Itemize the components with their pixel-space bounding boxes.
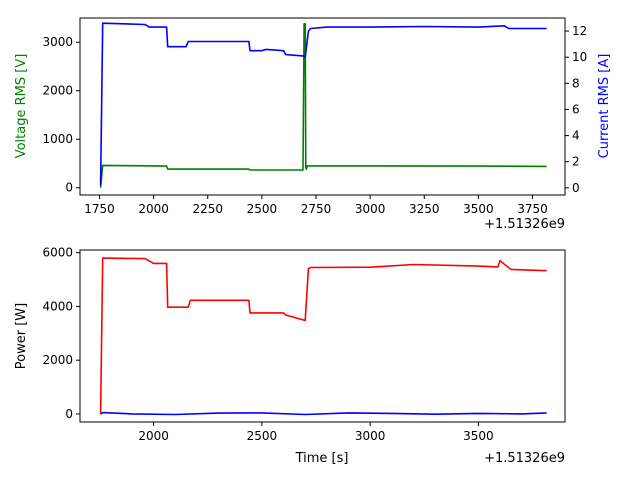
top-right-y-tick-label: 4 <box>572 129 580 143</box>
top-left-y-ticks: 0 1000 2000 3000 <box>42 35 80 195</box>
bottom-x-ticks: 2000 2500 3000 3500 <box>138 422 494 443</box>
top-plot-frame <box>79 17 566 196</box>
top-right-y-tick-label: 12 <box>572 24 587 38</box>
top-left-y-tick-label: 1000 <box>42 132 73 146</box>
top-x-tick-label: 2500 <box>247 202 278 216</box>
top-right-y-tick-label: 6 <box>572 102 580 116</box>
bottom-chart: 0 2000 4000 6000 2000 2500 3000 3500 Power [W]… <box>14 246 566 466</box>
bottom-x-tick-label: 2000 <box>138 429 169 443</box>
top-x-tick-label: 1750 <box>84 202 115 216</box>
top-x-tick-label: 3750 <box>517 202 548 216</box>
top-x-tick-label: 3000 <box>355 202 386 216</box>
bottom-offset-label: +1.51326e9 <box>484 451 565 466</box>
bottom-y-label: Power [W] <box>14 303 29 369</box>
bottom-x-tick-label: 3000 <box>355 429 386 443</box>
top-series <box>99 22 547 188</box>
top-right-y-tick-label: 0 <box>572 181 580 195</box>
current-rms-line <box>99 22 547 186</box>
top-x-tick-label: 2250 <box>192 202 223 216</box>
top-right-y-tick-label: 10 <box>572 50 587 64</box>
top-right-y-label: Current RMS [A] <box>597 54 612 159</box>
top-x-tick-label: 3250 <box>409 202 440 216</box>
bottom-series <box>99 257 547 416</box>
voltage-rms-line <box>99 22 547 188</box>
top-x-tick-label: 2000 <box>138 202 169 216</box>
bottom-y-tick-label: 0 <box>65 407 73 421</box>
top-offset-label: +1.51326e9 <box>484 217 565 232</box>
bottom-plot-frame <box>79 249 566 423</box>
top-x-tick-label: 3500 <box>463 202 494 216</box>
bottom-y-tick-label: 6000 <box>42 246 73 260</box>
top-x-tick-label: 2750 <box>301 202 332 216</box>
top-left-y-tick-label: 3000 <box>42 35 73 49</box>
top-chart: 0 1000 2000 3000 0 2 4 6 8 10 12 1750 2000 2250 2500… <box>14 17 612 232</box>
bottom-y-ticks: 0 2000 4000 6000 <box>42 246 80 421</box>
top-left-y-tick-label: 0 <box>65 181 73 195</box>
top-right-y-tick-label: 2 <box>572 155 580 169</box>
bottom-x-tick-label: 2500 <box>247 429 278 443</box>
top-x-ticks: 1750 2000 2250 2500 2750 3000 3250 3500 3750 <box>84 195 548 216</box>
bottom-x-tick-label: 3500 <box>463 429 494 443</box>
top-right-y-tick-label: 8 <box>572 76 580 90</box>
bottom-x-label: Time [s] <box>295 451 349 466</box>
power-blue-line <box>100 411 547 416</box>
top-left-y-label: Voltage RMS [V] <box>14 54 29 159</box>
power-red-line <box>99 257 547 414</box>
bottom-y-tick-label: 2000 <box>42 353 73 367</box>
bottom-y-tick-label: 4000 <box>42 299 73 313</box>
top-right-y-ticks: 0 2 4 6 8 10 12 <box>565 24 587 195</box>
top-left-y-tick-label: 2000 <box>42 84 73 98</box>
